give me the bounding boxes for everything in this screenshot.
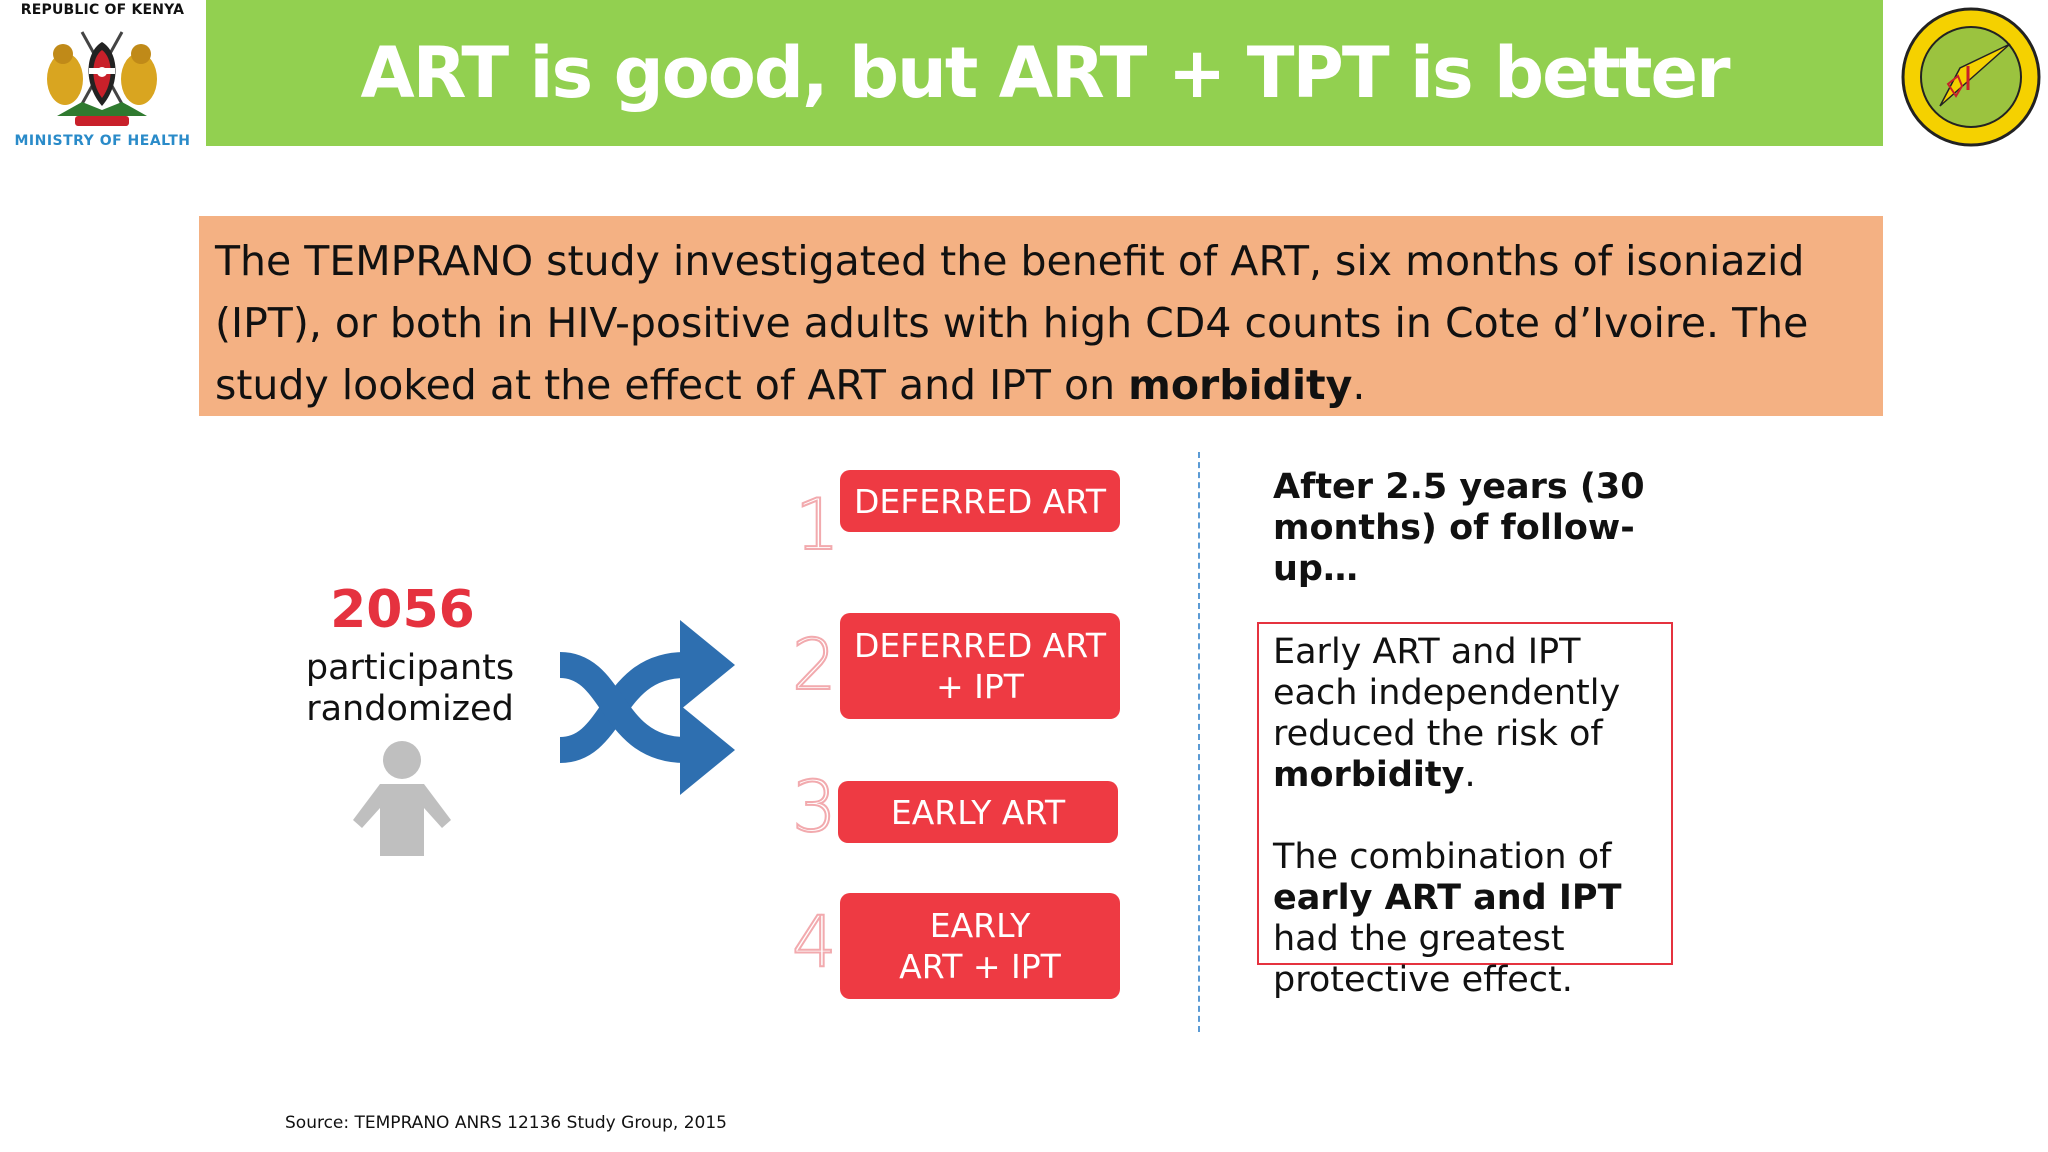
arm-number-1: 1: [794, 484, 841, 566]
paragraph-gap: [1273, 796, 1657, 837]
arm-label-line1: EARLY ART: [890, 792, 1066, 832]
page-title: ART is good, but ART + TPT is better: [360, 32, 1731, 114]
result-p2-bold: early ART and IPT: [1273, 878, 1622, 918]
followup-heading: After 2.5 years (30 months) of follow-up…: [1273, 467, 1645, 589]
intro-text-part2: .: [1352, 361, 1366, 409]
arm-number-4: 4: [791, 901, 838, 983]
result-p1-end: .: [1464, 755, 1476, 795]
arm-label-line1: EARLY: [929, 906, 1031, 945]
arm-label-line1: DEFERRED ART: [854, 481, 1106, 521]
result-paragraph-1: Early ART and IPT each independently red…: [1273, 632, 1657, 796]
arm-label-line2: + IPT: [936, 667, 1024, 706]
intro-text-part1: The TEMPRANO study investigated the bene…: [215, 237, 1809, 409]
result-p1-text: Early ART and IPT each independently red…: [1273, 632, 1621, 754]
result-p1-bold: morbidity: [1273, 755, 1465, 795]
result-paragraph-2: The combination of early ART and IPT had…: [1273, 837, 1657, 1001]
person-icon: [353, 741, 451, 856]
ntlp-logo-icon: [1901, 7, 2041, 147]
logo-republic-text: REPUBLIC OF KENYA: [20, 2, 185, 18]
participant-label-line2: randomized: [306, 689, 514, 729]
kenya-coat-of-arms-icon: [47, 31, 157, 126]
result-p2-text: The combination of: [1273, 837, 1612, 877]
arm-early-art: EARLY ART: [838, 781, 1118, 843]
intro-text: The TEMPRANO study investigated the bene…: [215, 230, 1867, 416]
result-p2-end: had the greatest protective effect.: [1273, 919, 1573, 1000]
arm-number-3: 3: [791, 766, 838, 848]
arm-deferred-art: DEFERRED ART: [840, 470, 1120, 532]
logo-ministry-text: MINISTRY OF HEALTH: [14, 133, 191, 149]
arm-label-line2: ART + IPT: [899, 947, 1061, 986]
arm-deferred-art-ipt: DEFERRED ART + IPT: [840, 613, 1120, 719]
arm-label-line1: DEFERRED ART: [854, 626, 1106, 665]
intro-text-bold: morbidity: [1128, 361, 1353, 409]
source-citation: Source: TEMPRANO ANRS 12136 Study Group,…: [285, 1113, 727, 1133]
dashed-divider: [1198, 452, 1200, 1032]
title-bar: ART is good, but ART + TPT is better: [206, 0, 1883, 146]
arm-number-2: 2: [791, 624, 838, 706]
participant-label: participants randomized: [270, 648, 550, 730]
shuffle-arrows-icon: [558, 620, 735, 795]
ministry-of-health-logo: REPUBLIC OF KENYA MINISTRY OF HEALTH: [0, 0, 205, 160]
results-box: Early ART and IPT each independently red…: [1257, 622, 1673, 1000]
arm-early-art-ipt: EARLY ART + IPT: [840, 893, 1120, 999]
participant-count: 2056: [330, 580, 475, 640]
participant-label-line1: participants: [305, 648, 515, 688]
intro-box: The TEMPRANO study investigated the bene…: [199, 216, 1883, 416]
